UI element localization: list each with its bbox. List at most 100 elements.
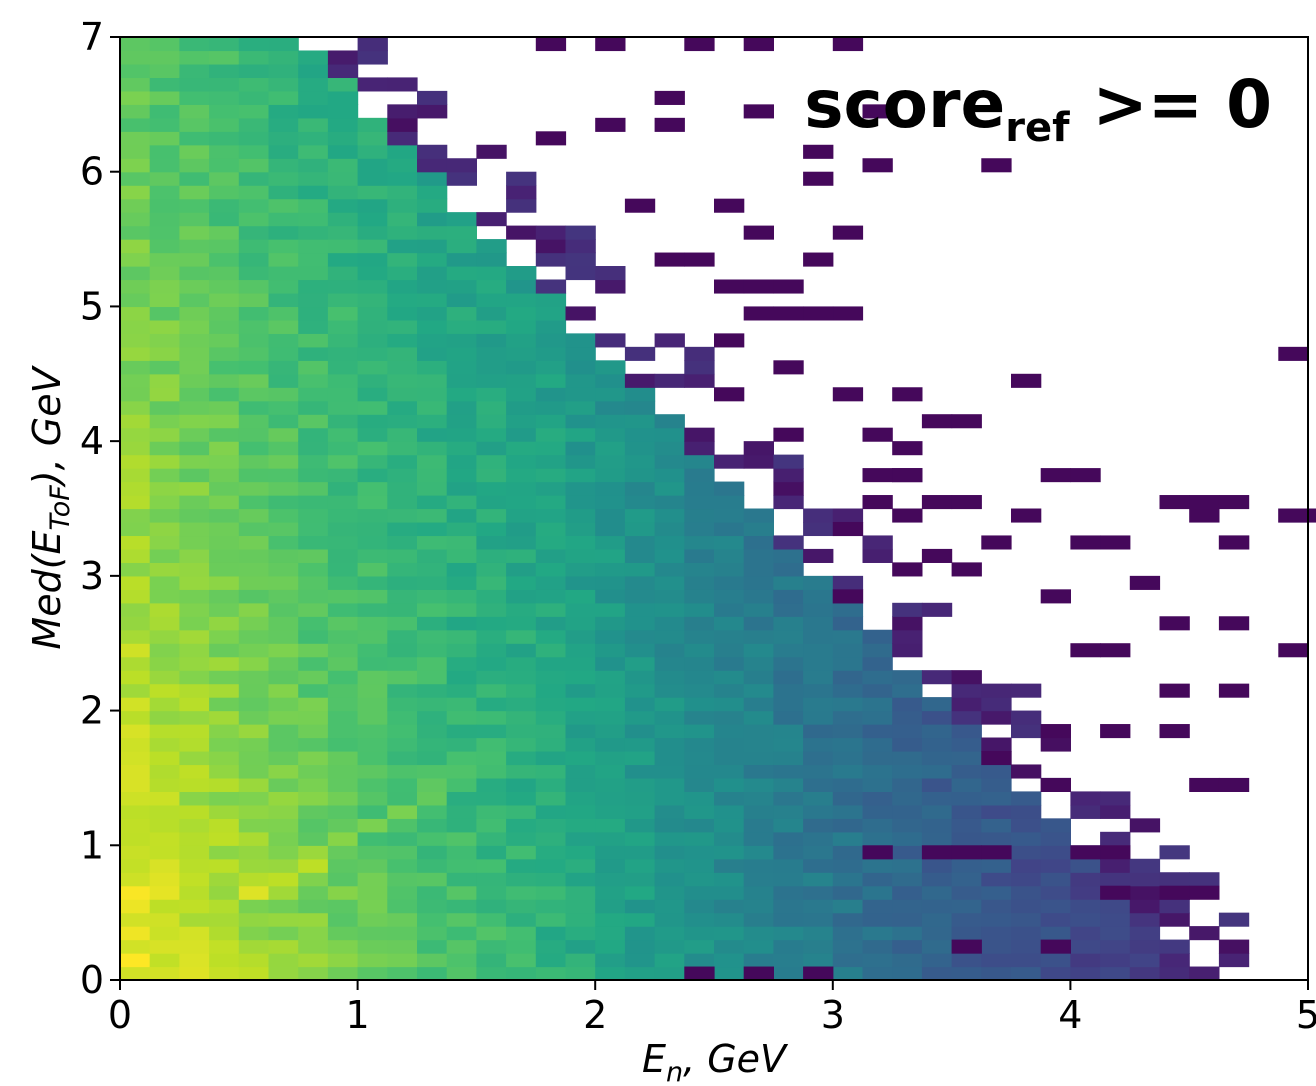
heatmap-cell-sparse (803, 171, 834, 186)
heatmap-cell-sparse (1129, 575, 1161, 590)
heatmap-cell (476, 643, 507, 658)
heatmap-cell (535, 562, 567, 577)
heatmap-cell (476, 616, 507, 631)
heatmap-cell (862, 804, 893, 819)
heatmap-cell (684, 818, 715, 833)
heatmap-cell (268, 441, 299, 456)
heatmap-cell (238, 548, 270, 563)
heatmap-cell (684, 858, 715, 873)
heatmap-cell (565, 548, 596, 563)
heatmap-cell (624, 643, 656, 658)
heatmap-cell (209, 750, 240, 766)
heatmap-cell (327, 373, 359, 388)
heatmap-cell (714, 521, 745, 537)
heatmap-cell (1159, 899, 1190, 914)
heatmap-cell (238, 575, 270, 590)
heatmap-cell (981, 710, 1012, 725)
heatmap-cell (268, 131, 299, 146)
heatmap-cell (476, 495, 507, 510)
heatmap-cell (654, 521, 685, 537)
heatmap-cell (298, 198, 329, 213)
heatmap-cell (684, 468, 715, 483)
heatmap-cell (921, 966, 953, 981)
heatmap-cell (743, 441, 774, 456)
heatmap-cell (1159, 953, 1190, 968)
heatmap-cell (921, 737, 953, 752)
heatmap-cell (179, 710, 210, 725)
heatmap-cell (743, 939, 774, 954)
heatmap-cell (1070, 858, 1101, 873)
heatmap-cell (209, 373, 240, 388)
score-annotation-rest: >= 0 (1070, 66, 1272, 143)
heatmap-cell (327, 629, 359, 644)
heatmap-cell (149, 225, 180, 240)
heatmap-cell (803, 670, 834, 685)
heatmap-cell (862, 966, 893, 981)
heatmap-cell (595, 562, 626, 577)
heatmap-cell (179, 926, 210, 941)
heatmap-cell (446, 495, 477, 510)
heatmap-cell (268, 926, 299, 941)
heatmap-cell (298, 683, 329, 698)
heatmap-cell (417, 414, 448, 429)
heatmap-cell (773, 481, 804, 496)
heatmap-cell (149, 804, 180, 819)
heatmap-cell (506, 616, 537, 631)
heatmap-cell (1040, 926, 1071, 941)
heatmap-cell (446, 292, 477, 308)
heatmap-cell (803, 926, 834, 941)
heatmap-cell (1070, 926, 1101, 941)
heatmap-cell (179, 939, 210, 954)
heatmap-cell (179, 845, 210, 860)
heatmap-cell (387, 912, 418, 927)
heatmap-cell (179, 818, 210, 833)
heatmap-cell (624, 872, 656, 887)
heatmap-cell (951, 724, 982, 739)
heatmap-cell (506, 710, 537, 725)
heatmap-cell (120, 818, 151, 833)
heatmap-cell (268, 37, 299, 52)
heatmap-cell (149, 750, 180, 766)
heatmap-cell (327, 670, 359, 685)
heatmap-cell (535, 750, 567, 766)
heatmap-cell (595, 616, 626, 631)
heatmap-cell-sparse (951, 414, 982, 429)
heatmap-cell (803, 697, 834, 712)
heatmap-cell (862, 899, 893, 914)
heatmap-cell (654, 427, 685, 442)
heatmap-cell (506, 697, 537, 712)
heatmap-cell (209, 858, 240, 873)
heatmap-cell (149, 333, 180, 348)
heatmap-cell (714, 831, 745, 846)
score-annotation-sub: ref (1005, 105, 1070, 151)
heatmap-cell (506, 279, 537, 294)
heatmap-cell (387, 737, 418, 752)
heatmap-cell (773, 885, 804, 900)
heatmap-cell (714, 697, 745, 712)
heatmap-cell (773, 953, 804, 968)
heatmap-cell (209, 144, 240, 159)
heatmap-cell (832, 818, 864, 833)
heatmap-cell (862, 670, 893, 685)
heatmap-cell (120, 360, 151, 375)
heatmap-cell (149, 346, 180, 361)
heatmap-cell (387, 548, 418, 563)
heatmap-cell (298, 481, 329, 496)
heatmap-cell (209, 104, 240, 119)
heatmap-cell (120, 319, 151, 334)
heatmap-cell (149, 306, 180, 321)
heatmap-cell (535, 831, 567, 846)
heatmap-cell (149, 319, 180, 334)
heatmap-cell (684, 737, 715, 752)
heatmap-cell (1100, 831, 1131, 846)
heatmap-cell (387, 319, 418, 334)
heatmap-cell (179, 535, 210, 550)
heatmap-cell-sparse (832, 521, 864, 537)
heatmap-cell (981, 899, 1012, 914)
heatmap-cell-sparse (832, 589, 864, 604)
heatmap-cell (149, 387, 180, 402)
heatmap-cell (327, 495, 359, 510)
heatmap-cell (357, 535, 388, 550)
heatmap-cell (595, 481, 626, 496)
heatmap-cell (476, 777, 507, 792)
